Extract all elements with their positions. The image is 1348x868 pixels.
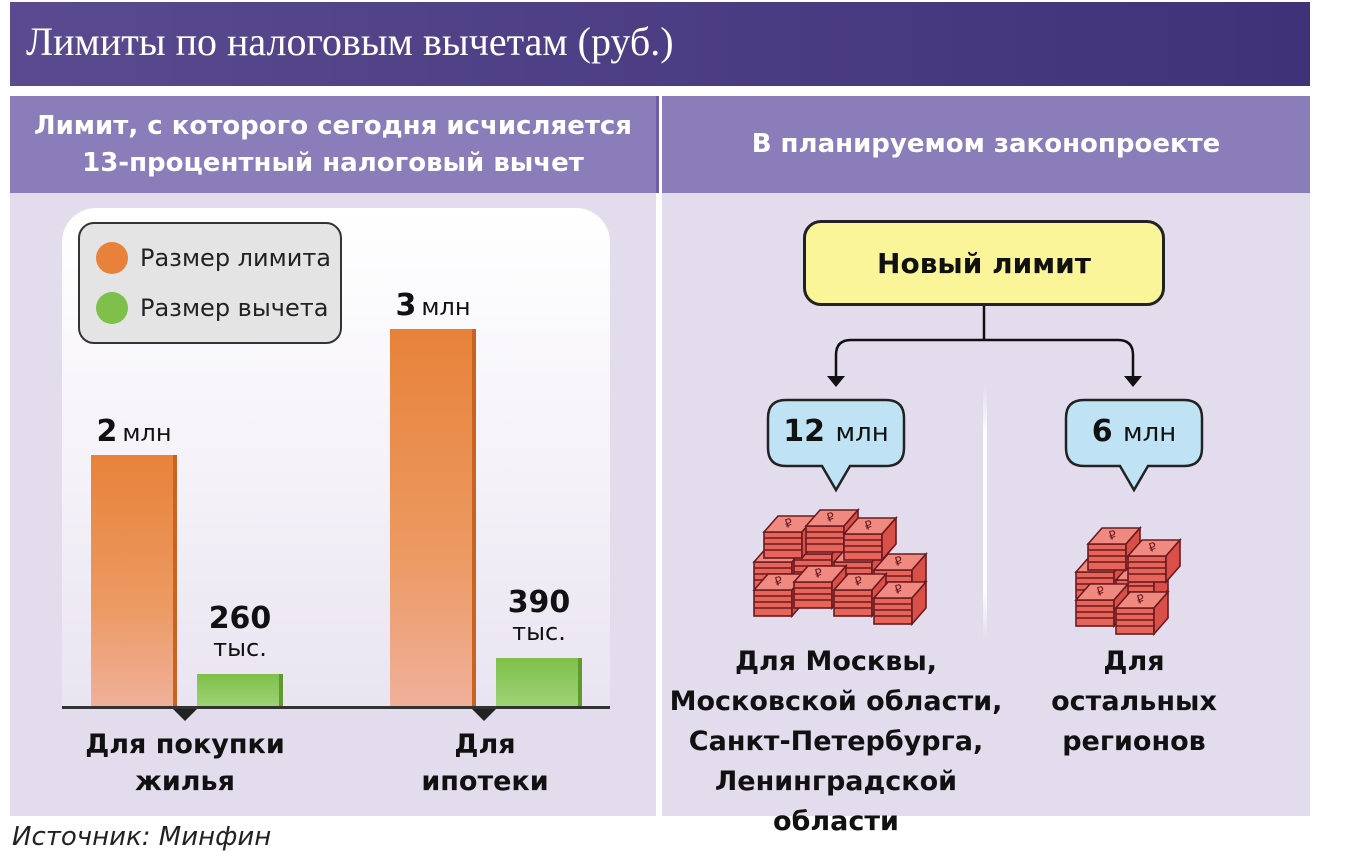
bar-deduction bbox=[496, 658, 582, 707]
bar-value-number: 2 bbox=[96, 414, 118, 449]
bar-value-number: 390 bbox=[507, 585, 571, 620]
category-label-line: Для покупки bbox=[85, 729, 285, 760]
bar-limit bbox=[390, 329, 476, 707]
other-regions-label: Для остальных регионов bbox=[1022, 642, 1246, 762]
planned-bill-header-text: В планируемом законопроекте bbox=[751, 129, 1221, 159]
bar-value-label: 2 млн bbox=[71, 415, 197, 448]
bubble-moscow bbox=[766, 398, 906, 493]
bar-value-label: 260 тыс. bbox=[177, 602, 303, 661]
regions-limit-unit: млн bbox=[1123, 418, 1177, 448]
title-bar: Лимиты по налоговым вычетам (руб.) bbox=[10, 2, 1310, 86]
bar-value-unit: тыс. bbox=[512, 618, 566, 646]
new-limit-box: Новый лимит bbox=[803, 220, 1165, 306]
region-line: Для остальных bbox=[1051, 646, 1217, 717]
chart-baseline bbox=[62, 706, 610, 709]
current-limits-header-line2: 13-процентный налоговый вычет bbox=[82, 147, 584, 178]
legend-swatch-limit bbox=[96, 242, 128, 274]
bubble-regions bbox=[1064, 398, 1204, 493]
money-stacks-small-icon bbox=[1075, 526, 1181, 635]
category-label-line: Для bbox=[454, 729, 516, 760]
arrowhead-left bbox=[827, 376, 845, 387]
bar-value-number: 3 bbox=[395, 288, 417, 323]
money-stacks-large-icon bbox=[753, 508, 927, 625]
regions-limit-value: 6 млн bbox=[1068, 414, 1200, 449]
bar-value-unit: млн bbox=[421, 293, 471, 321]
moscow-limit-value: 12 млн bbox=[770, 414, 902, 449]
new-limit-label: Новый лимит bbox=[877, 246, 1091, 280]
panel-divider bbox=[656, 96, 662, 816]
category-label-line: ипотеки bbox=[421, 766, 549, 797]
region-line: Санкт-Петербурга, bbox=[688, 726, 984, 757]
arrowhead-right bbox=[1124, 376, 1142, 387]
page-title: Лимиты по налоговым вычетам (руб.) bbox=[26, 19, 674, 64]
category-tick bbox=[173, 709, 197, 721]
current-limits-header: Лимит, с которого сегодня исчисляется 13… bbox=[10, 96, 656, 193]
current-limits-header-line1: Лимит, с которого сегодня исчисляется bbox=[33, 110, 632, 141]
category-label-mortgage: Для ипотеки bbox=[385, 726, 585, 800]
region-line: Для Москвы, bbox=[734, 646, 938, 677]
bar-value-label: 3 млн bbox=[370, 289, 496, 322]
legend-item-deduction: Размер вычета bbox=[96, 292, 328, 324]
bar-value-label: 390 тыс. bbox=[476, 586, 602, 645]
bar-deduction bbox=[197, 674, 283, 707]
chart-legend: Размер лимита Размер вычета bbox=[78, 222, 342, 344]
regions-limit-number: 6 bbox=[1091, 414, 1113, 449]
category-label-line: жилья bbox=[135, 766, 235, 797]
regions-separator bbox=[983, 385, 987, 640]
region-line: Ленинградской области bbox=[714, 766, 958, 837]
bar-value-number: 260 bbox=[208, 601, 272, 636]
region-line: Московской области, bbox=[669, 686, 1003, 717]
legend-swatch-deduction bbox=[96, 292, 128, 324]
legend-label-deduction: Размер вычета bbox=[140, 294, 329, 322]
moscow-limit-number: 12 bbox=[783, 414, 826, 449]
connector-arrows bbox=[834, 306, 1135, 380]
moscow-region-label: Для Москвы, Московской области, Санкт-Пе… bbox=[665, 642, 1007, 842]
legend-item-limit: Размер лимита bbox=[96, 242, 331, 274]
category-tick bbox=[472, 709, 496, 721]
planned-bill-header: В планируемом законопроекте bbox=[662, 96, 1310, 193]
source-note: Источник: Минфин bbox=[12, 822, 272, 852]
category-label-housing: Для покупки жилья bbox=[60, 726, 310, 800]
bar-value-unit: тыс. bbox=[213, 634, 267, 662]
moscow-limit-unit: млн bbox=[835, 418, 889, 448]
bar-limit bbox=[91, 455, 177, 707]
region-line: регионов bbox=[1062, 726, 1206, 757]
bar-value-unit: млн bbox=[122, 419, 172, 447]
legend-label-limit: Размер лимита bbox=[140, 244, 332, 272]
